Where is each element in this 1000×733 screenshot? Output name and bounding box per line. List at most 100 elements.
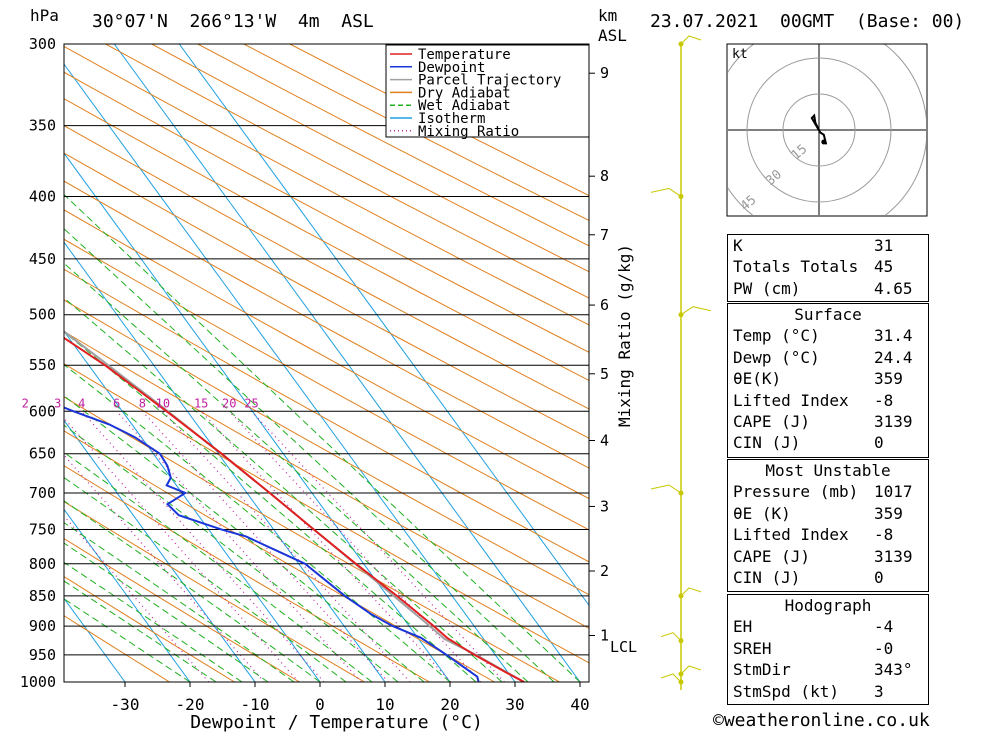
pressure-label: 700 <box>29 484 56 502</box>
pressure-label: 400 <box>29 187 56 205</box>
mixing-ratio-line <box>116 410 362 682</box>
mixing-ratio-axis-title: Mixing Ratio (g/kg) <box>615 244 634 427</box>
km-label: 3 <box>600 497 609 515</box>
dry-adiabat-line <box>64 501 366 682</box>
pressure-label: 450 <box>29 250 56 268</box>
dry-adiabat-line <box>64 615 171 682</box>
mixing-ratio-lines <box>64 410 505 682</box>
pressure-label: 750 <box>29 521 56 539</box>
pressure-label: 850 <box>29 587 56 605</box>
wet-adiabat-line <box>64 580 217 682</box>
dry-adiabat-line <box>196 44 589 247</box>
wind-barb <box>680 306 712 316</box>
pressure-label: 900 <box>29 617 56 635</box>
wind-barb <box>660 673 682 683</box>
x-tick-label: 30 <box>505 695 524 714</box>
pressure-label: 600 <box>29 402 56 420</box>
wet-adiabat-line <box>64 193 581 682</box>
units-km: km <box>598 6 618 25</box>
hodograph-frame <box>726 43 928 217</box>
most-unstable-table: Most Unstable Pressure (mb) 1017 θE (K) 35… <box>727 459 929 592</box>
wind-barb <box>660 632 682 642</box>
mixing-ratio-label: 3 <box>54 396 61 410</box>
surface-row: CIN (J) 0 <box>733 433 884 453</box>
x-tick-label: 40 <box>570 695 589 714</box>
dry-adiabat-line <box>288 44 589 197</box>
hodograph-ring <box>782 93 856 167</box>
dry-adiabat-line <box>64 98 589 381</box>
datetime-title: 23.07.2021 00GMT (Base: 00) <box>650 11 965 32</box>
isotherm-line <box>64 597 126 682</box>
hodograph-ring-label: 15 <box>789 142 811 164</box>
wet-adiabat-lines <box>64 193 581 682</box>
x-tick-label: 0 <box>315 695 325 714</box>
most-unstable-row: Lifted Index -8 <box>733 525 894 545</box>
dry-adiabat-line <box>104 44 589 299</box>
hodograph-row: SREH -0 <box>733 638 894 658</box>
dry-adiabat-line <box>64 465 431 682</box>
wet-adiabat-line <box>64 451 373 682</box>
location-title: 30°07'N 266°13'W 4m ASL <box>92 11 374 32</box>
surface-table: Surface Temp (°C) 31.4 Dewp (°C) 24.4 θE(K… <box>727 303 929 458</box>
isotherm-line <box>64 508 191 682</box>
wind-barb <box>680 665 702 675</box>
pressure-label: 1000 <box>20 673 56 691</box>
hodograph-ring-label: 45 <box>738 193 760 215</box>
surface-row: Lifted Index -8 <box>733 390 894 410</box>
indices-table: K 31 Totals Totals 45 PW (cm) 4.65 <box>727 234 929 302</box>
hodograph-trace <box>810 113 828 145</box>
hodograph-row: EH -4 <box>733 617 894 637</box>
surface-row: Temp (°C) 31.4 <box>733 326 913 346</box>
mixing-ratio-line <box>200 410 452 682</box>
x-axis-title: Dewpoint / Temperature (°C) <box>190 712 483 733</box>
km-label: 6 <box>600 296 609 314</box>
surface-row: Dewp (°C) 24.4 <box>733 347 913 367</box>
mixing-ratio-label: 25 <box>244 396 258 410</box>
hodograph-row: StmDir 343° <box>733 660 913 680</box>
dry-adiabat-line <box>64 575 236 682</box>
hodograph-table: Hodograph EH -4 SREH -0 StmDir 343° StmSpd … <box>727 594 929 705</box>
dry-adiabat-line <box>64 537 301 682</box>
mixing-ratio-line <box>162 410 411 682</box>
wind-profile <box>650 35 712 690</box>
dry-adiabat-line <box>64 152 589 439</box>
storm-motion-dot <box>821 139 827 145</box>
x-tick-label: -10 <box>241 695 270 714</box>
most-unstable-row: θE (K) 359 <box>733 503 903 523</box>
legend-item: Dewpoint <box>418 60 485 76</box>
hodograph-row: StmSpd (kt) 3 <box>733 681 884 701</box>
surface-title: Surface <box>794 305 862 324</box>
units-hpa: hPa <box>30 6 59 25</box>
km-label: 4 <box>600 432 609 450</box>
dewpoint-line <box>64 406 480 682</box>
wet-adiabat-line <box>64 297 503 682</box>
km-label: 8 <box>600 167 609 185</box>
sounding-profiles <box>64 330 525 682</box>
hodograph-unit-label: kt <box>732 47 748 62</box>
temperature-line <box>64 336 525 682</box>
wind-barb <box>680 587 702 597</box>
mixing-ratio-label: 2 <box>22 396 29 410</box>
most-unstable-row: CAPE (J) 3139 <box>733 546 913 566</box>
isotherm-line <box>64 330 321 682</box>
index-row: PW (cm) 4.65 <box>733 278 913 298</box>
pressure-label: 800 <box>29 555 56 573</box>
wind-barb <box>650 187 682 197</box>
dry-adiabat-line <box>150 44 589 273</box>
mixing-ratio-label: 6 <box>113 396 120 410</box>
km-label: 7 <box>600 226 609 244</box>
hodograph-table-title: Hodograph <box>784 596 872 615</box>
wet-adiabat-line <box>64 424 399 682</box>
legend-box <box>385 44 590 138</box>
wind-barb <box>650 484 682 494</box>
surface-row: CAPE (J) 3139 <box>733 411 913 431</box>
mixing-ratio-line <box>81 410 325 682</box>
pressure-label: 950 <box>29 646 56 664</box>
wet-adiabat-line <box>64 476 347 682</box>
hodograph-ring <box>746 57 892 203</box>
dry-adiabat-line <box>242 44 589 221</box>
most-unstable-row: Pressure (mb) 1017 <box>733 482 913 502</box>
wet-adiabat-line <box>64 228 555 682</box>
isotherm-line <box>64 419 256 682</box>
